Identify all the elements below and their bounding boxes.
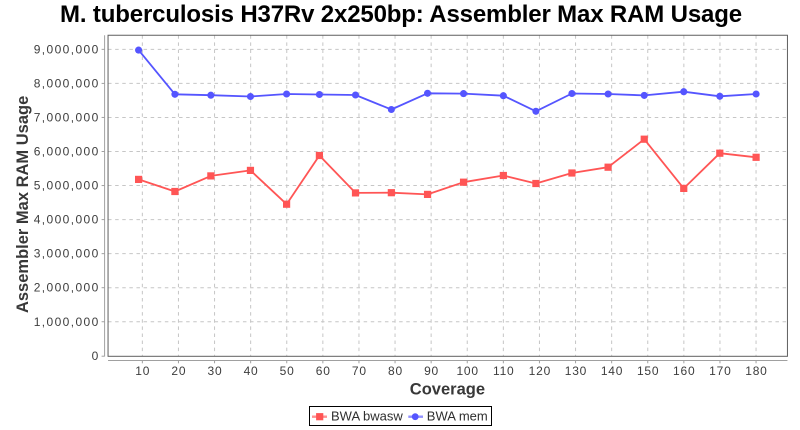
svg-text:100: 100: [456, 364, 478, 378]
svg-text:0: 0: [92, 349, 100, 363]
svg-text:M. tuberculosis H37Rv 2x250bp:: M. tuberculosis H37Rv 2x250bp: Assembler…: [60, 1, 742, 28]
svg-text:9,000,000: 9,000,000: [34, 42, 100, 56]
svg-text:130: 130: [565, 364, 587, 378]
svg-text:150: 150: [637, 364, 659, 378]
svg-text:Coverage: Coverage: [410, 380, 485, 398]
svg-text:BWA bwasw: BWA bwasw: [331, 409, 403, 424]
svg-text:80: 80: [388, 364, 403, 378]
svg-text:90: 90: [424, 364, 439, 378]
svg-text:5,000,000: 5,000,000: [34, 179, 100, 193]
svg-text:50: 50: [280, 364, 295, 378]
svg-text:Assembler Max RAM Usage: Assembler Max RAM Usage: [14, 96, 32, 313]
svg-text:120: 120: [529, 364, 551, 378]
svg-text:30: 30: [207, 364, 222, 378]
svg-text:140: 140: [601, 364, 623, 378]
svg-text:110: 110: [493, 364, 515, 378]
svg-text:70: 70: [352, 364, 367, 378]
svg-text:6,000,000: 6,000,000: [34, 145, 100, 159]
svg-text:20: 20: [171, 364, 186, 378]
svg-text:170: 170: [709, 364, 731, 378]
svg-text:BWA mem: BWA mem: [427, 409, 488, 424]
svg-text:180: 180: [745, 364, 767, 378]
svg-text:7,000,000: 7,000,000: [34, 110, 100, 124]
svg-text:2,000,000: 2,000,000: [34, 281, 100, 295]
svg-text:10: 10: [135, 364, 150, 378]
svg-text:60: 60: [316, 364, 331, 378]
svg-text:40: 40: [244, 364, 259, 378]
svg-text:160: 160: [673, 364, 695, 378]
svg-text:3,000,000: 3,000,000: [34, 247, 100, 261]
svg-text:1,000,000: 1,000,000: [34, 315, 100, 329]
svg-text:4,000,000: 4,000,000: [34, 213, 100, 227]
svg-text:8,000,000: 8,000,000: [34, 76, 100, 90]
